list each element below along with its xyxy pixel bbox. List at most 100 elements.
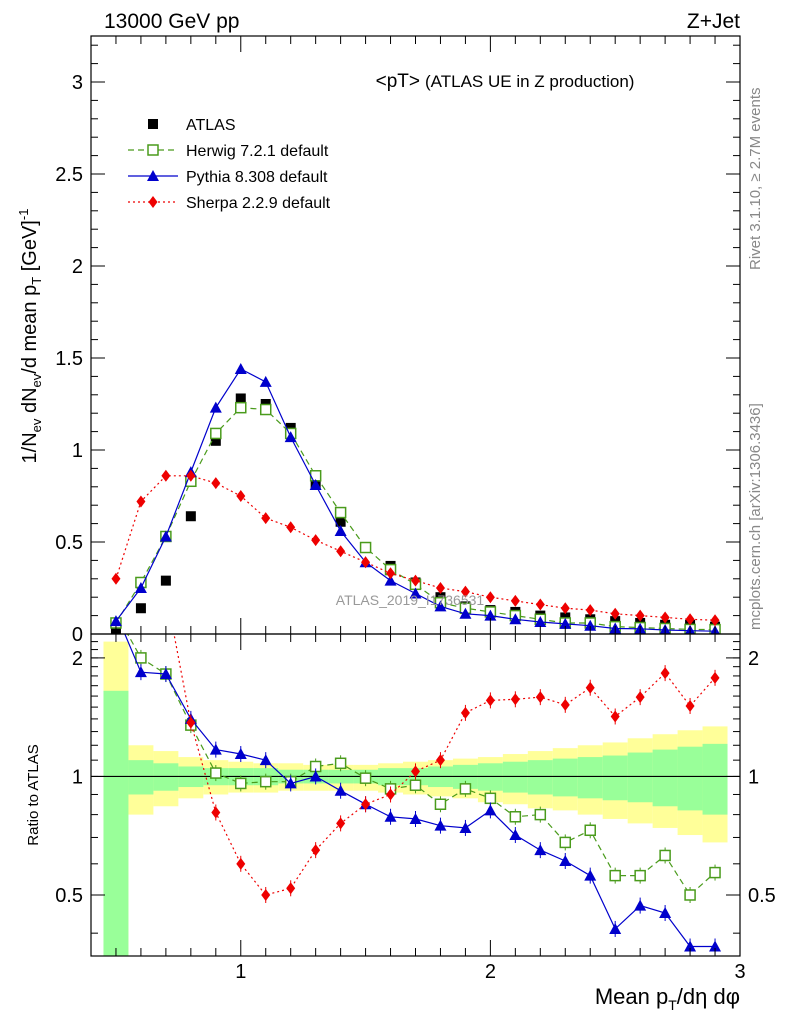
data-point	[435, 582, 445, 594]
ratio-point	[660, 667, 670, 680]
data-point	[111, 572, 121, 585]
ratio-y-tick-label-right: 1	[748, 766, 759, 788]
ratio-point	[286, 882, 296, 895]
data-point	[159, 530, 172, 542]
data-point	[186, 469, 196, 482]
data-point	[259, 403, 272, 416]
y-tick-label: 1.5	[55, 348, 83, 370]
ratio-point	[134, 666, 147, 678]
watermark: ATLAS_2019_I1736531	[336, 592, 485, 608]
ratio-point	[634, 869, 646, 882]
data-point	[210, 435, 221, 446]
band-segment	[103, 690, 129, 956]
band-segment	[627, 752, 653, 803]
data-point	[610, 607, 620, 620]
ratio-point	[309, 770, 322, 782]
ratio-y-tick-label: 1	[72, 766, 83, 788]
ratio-point	[409, 812, 422, 824]
data-point	[359, 541, 372, 554]
data-point	[209, 401, 222, 413]
ratio-point	[211, 806, 221, 819]
ratio-point	[534, 808, 547, 821]
data-point	[510, 594, 520, 607]
ratio-y-axis-label: Ratio to ATLAS	[25, 744, 42, 845]
band-segment	[577, 757, 603, 799]
ratio-point	[509, 811, 522, 823]
ratio-point	[435, 754, 445, 767]
ratio-point	[434, 798, 447, 810]
ratio-point	[311, 844, 321, 857]
y-tick-label: 0.5	[55, 532, 83, 554]
ratio-point	[336, 817, 346, 830]
data-point	[311, 534, 321, 547]
data-point	[261, 512, 271, 525]
ratio-point	[284, 777, 297, 789]
ratio-point	[485, 694, 495, 707]
ratio-y-ticks: 0.5 0.5 1 1 2 2	[55, 641, 776, 934]
data-point	[160, 575, 171, 586]
ratio-point	[460, 706, 470, 719]
ratio-point	[635, 691, 645, 704]
data-point	[234, 363, 247, 375]
ratio-point	[210, 767, 222, 779]
ratio-point	[609, 869, 621, 882]
data-point	[210, 427, 222, 440]
series-3	[111, 469, 720, 627]
ratio-series-1	[124, 634, 722, 955]
ratio-point	[135, 652, 147, 664]
data-point	[710, 614, 720, 627]
data-point	[336, 545, 346, 558]
ratio-point	[411, 765, 420, 778]
main-x-ticks	[115, 36, 741, 634]
legend-label: Sherpa 2.2.9 default	[186, 195, 331, 212]
data-point	[334, 524, 347, 536]
ratio-point	[559, 854, 572, 866]
legend-label: Herwig 7.2.1 default	[186, 143, 329, 160]
band-segment	[527, 760, 553, 795]
data-point	[134, 582, 147, 593]
ratio-point	[334, 757, 347, 770]
data-point	[485, 591, 495, 604]
ratio-point	[359, 772, 372, 784]
ratio-point	[186, 716, 196, 729]
ratio-point	[634, 899, 647, 911]
x-tick-label: 1	[235, 961, 246, 983]
data-point	[211, 477, 221, 490]
data-point	[635, 609, 645, 622]
y-tick-label: 0	[72, 624, 83, 646]
ratio-point	[709, 866, 721, 879]
main-y-ticks: 0 0.5 1 1.5 2 2.5 3	[55, 44, 740, 646]
data-point	[309, 478, 322, 490]
data-point	[286, 521, 296, 534]
data-point	[386, 567, 396, 580]
ratio-point	[559, 836, 572, 849]
ratio-point	[261, 888, 271, 901]
ratio-point	[659, 907, 672, 919]
ratio-point	[534, 844, 547, 856]
ratio-x-ticks: 1 2 3	[115, 634, 746, 983]
ratio-y-tick-label: 2	[72, 648, 83, 670]
ratio-point	[386, 788, 396, 801]
band-segment	[652, 749, 678, 807]
svg-text:1/Nev dNev/d mean pT [GeV]-1: 1/Nev dNev/d mean pT [GeV]-1	[16, 209, 44, 464]
ratio-point	[535, 691, 545, 704]
data-point	[161, 469, 171, 482]
data-point	[459, 607, 472, 619]
data-point	[135, 603, 146, 614]
ratio-point	[610, 710, 620, 723]
data-point	[411, 574, 420, 587]
legend-label: Pythia 8.308 default	[186, 169, 328, 186]
data-point	[384, 574, 397, 586]
ratio-point	[259, 775, 272, 788]
data-point	[409, 587, 422, 599]
ratio-point	[684, 940, 697, 952]
data-point	[509, 613, 522, 625]
ratio-point	[510, 693, 520, 706]
ratio-point	[609, 922, 622, 934]
ratio-point	[584, 824, 596, 837]
ratio-series-line-2	[173, 634, 716, 896]
data-point	[334, 506, 347, 519]
legend-marker	[148, 196, 158, 208]
ratio-y-tick-label-right: 2	[748, 648, 759, 670]
